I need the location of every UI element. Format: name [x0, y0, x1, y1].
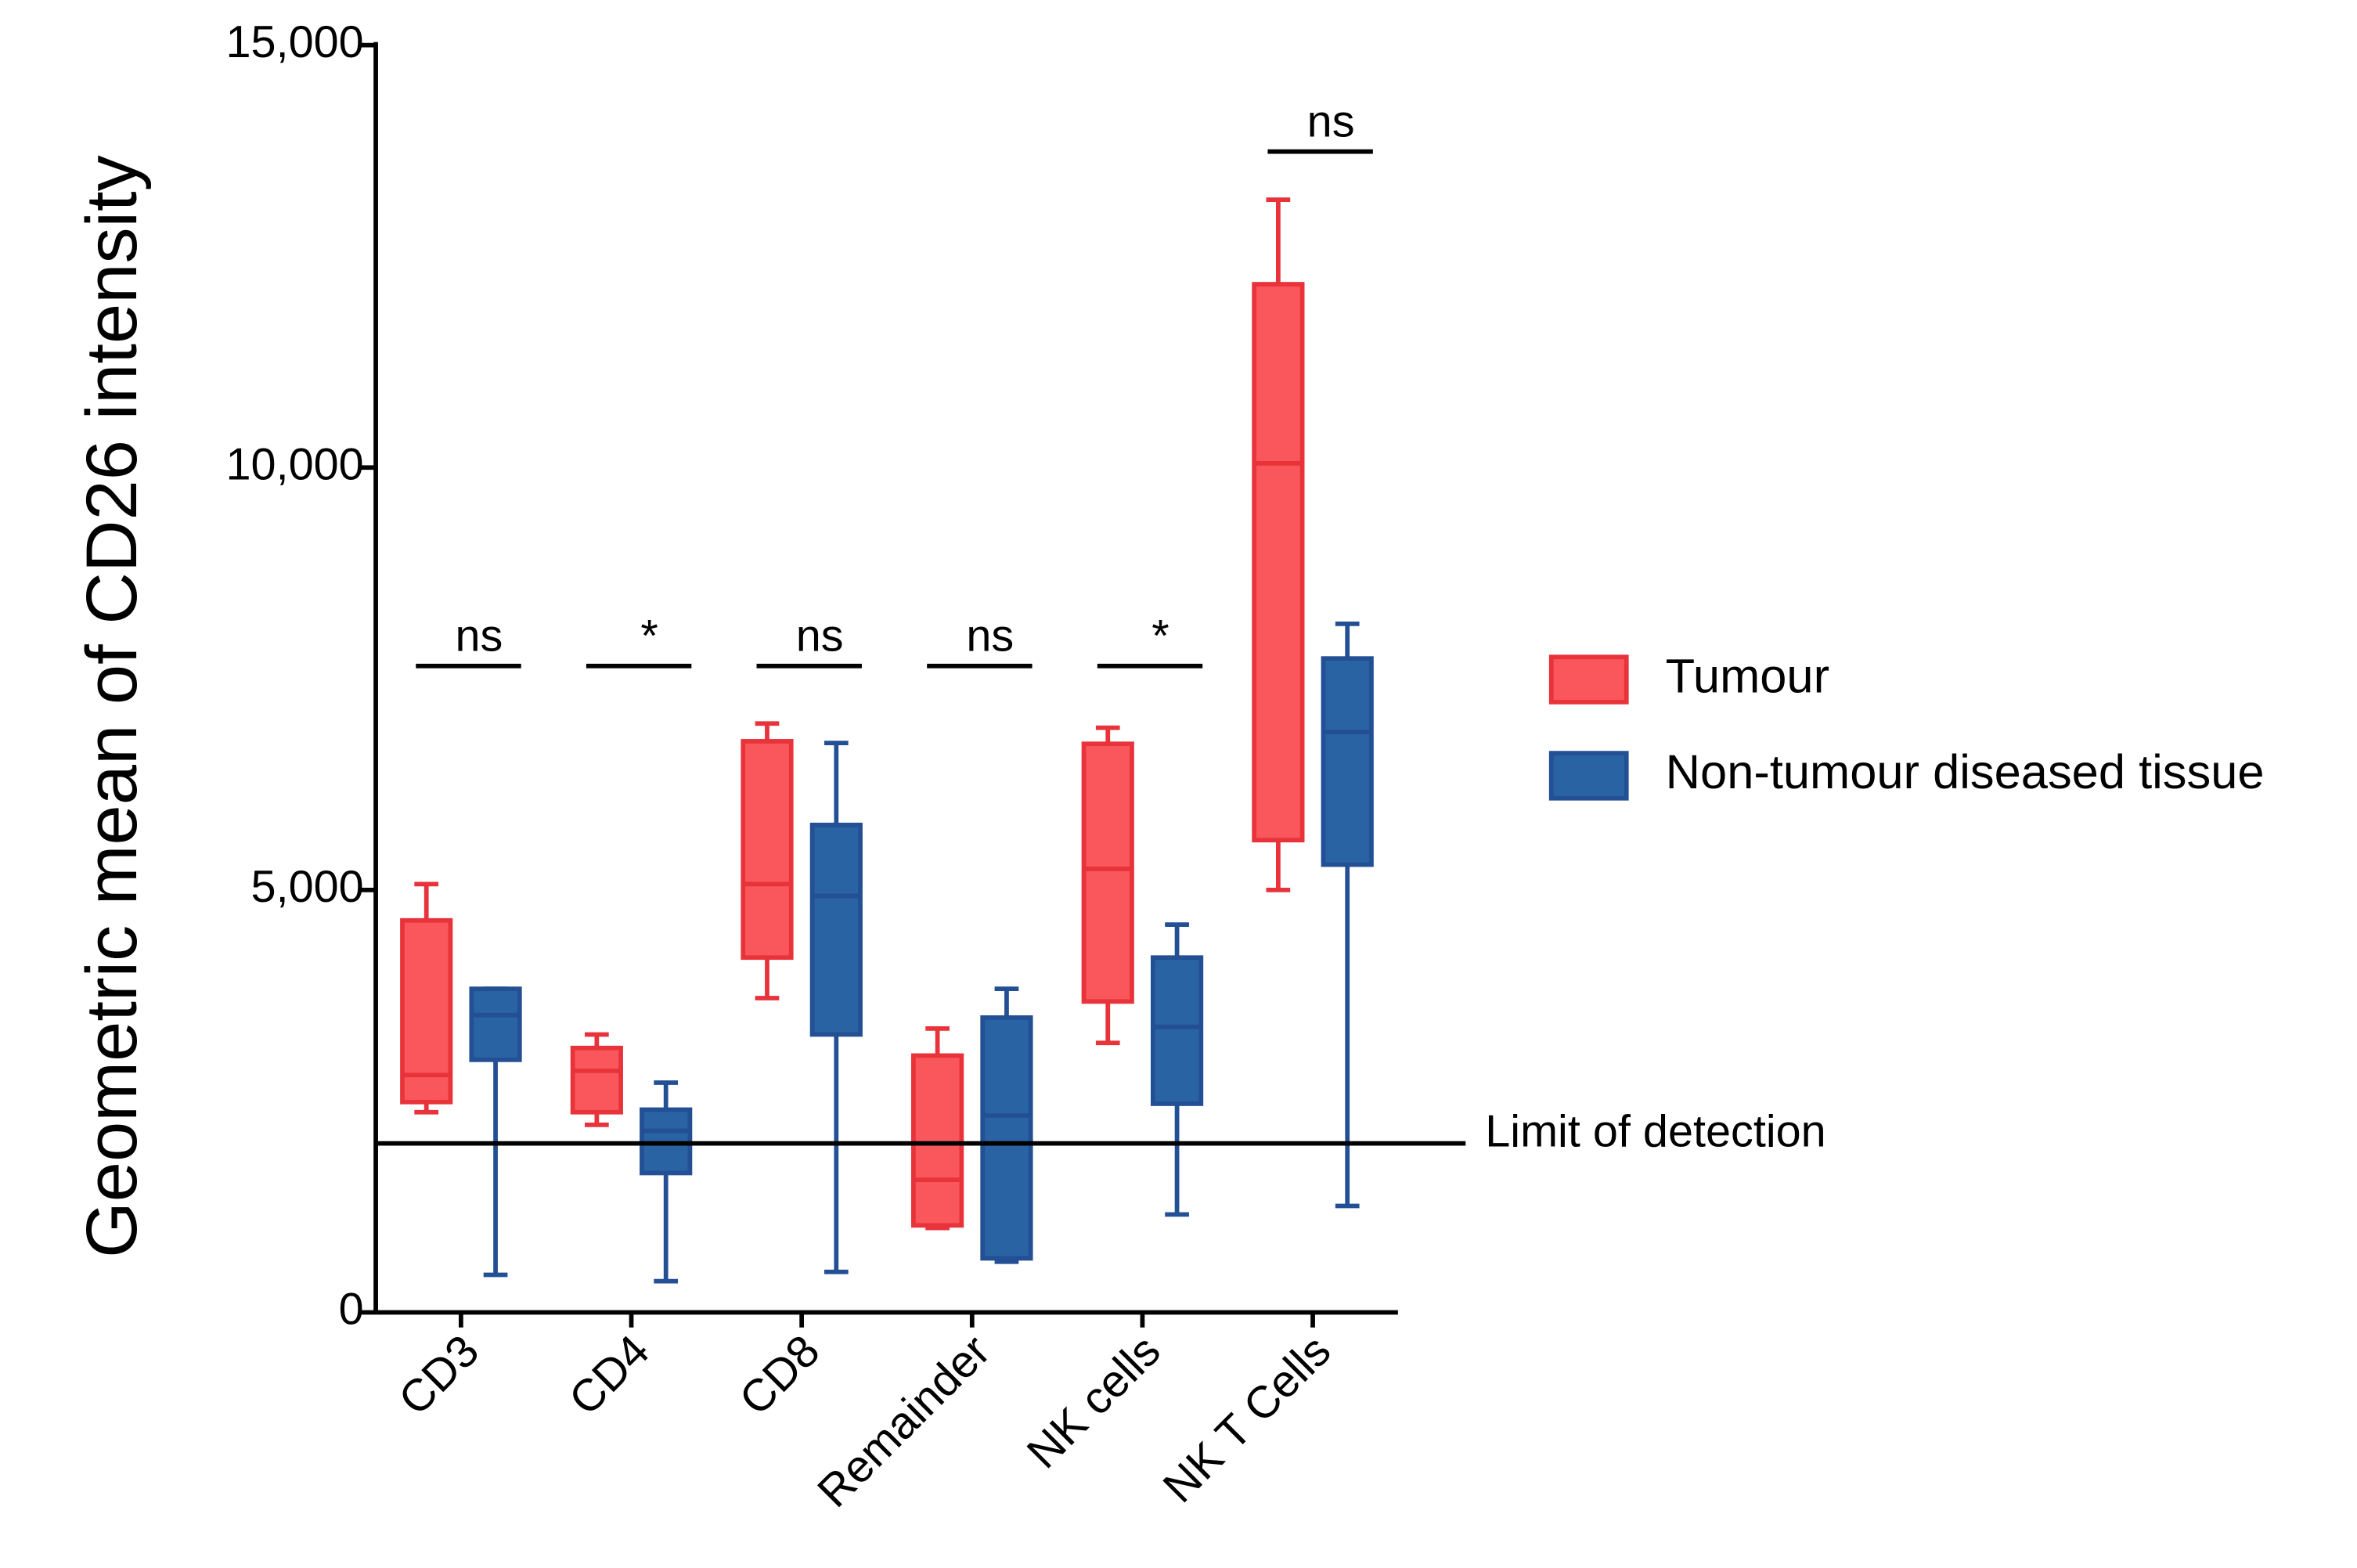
x-tick-label: NK T Cells [1154, 1325, 1340, 1512]
box [911, 1053, 964, 1228]
y-axis-label: Geometric mean of CD26 intensity [71, 155, 152, 1258]
significance-label: ns [796, 611, 844, 661]
significance-label: * [640, 611, 658, 661]
box [1081, 741, 1134, 1004]
legend-label: Non-tumour diseased tissue [1666, 745, 2265, 799]
legend-swatch [1548, 751, 1629, 801]
significance-label: ns [1307, 96, 1355, 146]
box [1321, 656, 1374, 867]
x-tick-label: CD8 [730, 1325, 830, 1425]
limit-label: Limit of detection [1485, 1106, 1825, 1156]
significance-label: ns [456, 611, 503, 661]
significance-label: ns [966, 611, 1014, 661]
box [741, 739, 794, 961]
x-tick-label: CD3 [389, 1325, 488, 1425]
y-tick-label: 15,000 [225, 17, 363, 67]
y-tick-label: 0 [339, 1285, 364, 1335]
y-tick-label: 10,000 [225, 439, 363, 489]
significance-label: * [1151, 611, 1169, 661]
box [570, 1045, 623, 1115]
x-tick-label: CD4 [560, 1325, 659, 1425]
box [400, 917, 453, 1105]
legend-swatch [1548, 654, 1629, 705]
x-tick-label: NK cells [1018, 1325, 1170, 1478]
box [1252, 282, 1305, 843]
box [980, 1015, 1033, 1261]
legend-label: Tumour [1666, 649, 1829, 703]
box [1150, 955, 1204, 1106]
box [809, 822, 863, 1037]
x-tick-label: Remainder [809, 1325, 1000, 1517]
box [469, 986, 522, 1062]
y-tick-label: 5,000 [251, 862, 364, 912]
